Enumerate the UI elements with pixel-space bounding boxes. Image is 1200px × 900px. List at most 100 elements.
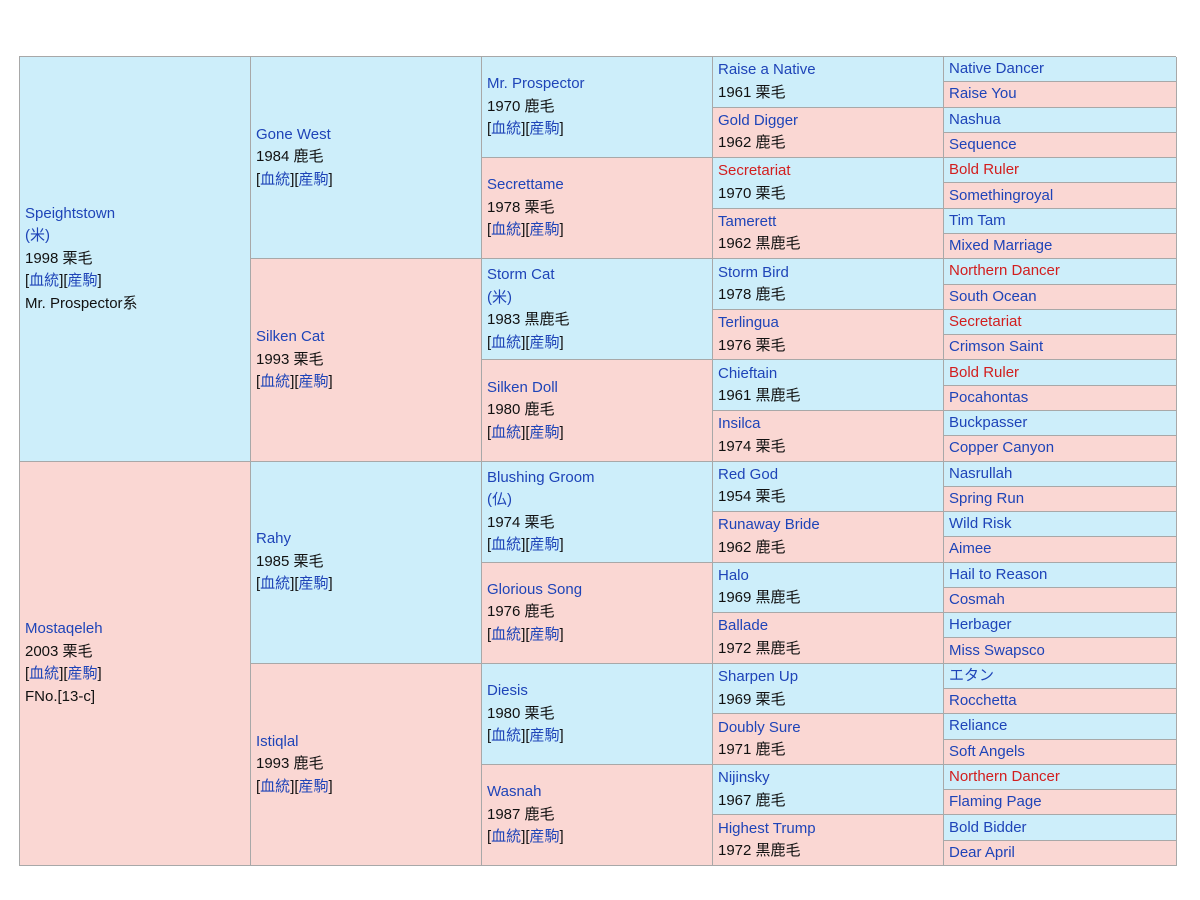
horse-name-link[interactable]: Insilca (718, 415, 761, 433)
gen5-cell: Northern Dancer (944, 764, 1177, 791)
pedigree-link[interactable]: 血統 (29, 272, 60, 289)
progeny-link[interactable]: 産駒 (298, 373, 329, 391)
horse-name-link[interactable]: Secretariat (949, 312, 1022, 330)
horse-name-link[interactable]: Flaming Page (949, 793, 1042, 811)
progeny-link[interactable]: 産駒 (529, 423, 560, 441)
pedigree-link[interactable]: 血統 (491, 423, 522, 441)
horse-name-link[interactable]: Glorious Song (487, 580, 583, 598)
pedigree-link[interactable]: 血統 (491, 625, 522, 643)
progeny-link[interactable]: 産駒 (529, 727, 560, 745)
horse-name-link[interactable]: Diesis (487, 682, 528, 700)
horse-name-link[interactable]: Gold Digger (718, 111, 799, 129)
horse-name-link[interactable]: Terlingua (718, 314, 779, 332)
horse-name-link[interactable]: Northern Dancer (949, 262, 1060, 280)
pedigree-link[interactable]: 血統 (491, 333, 522, 351)
horse-name-link[interactable]: Dear April (949, 843, 1015, 861)
country-link[interactable]: (米) (25, 227, 50, 244)
progeny-link[interactable]: 産駒 (298, 170, 329, 188)
horse-name-link[interactable]: Spring Run (949, 489, 1025, 507)
progeny-link[interactable]: 産駒 (67, 272, 98, 289)
horse-name-link[interactable]: Speightstown (25, 204, 116, 222)
horse-name-link[interactable]: Storm Cat (487, 266, 555, 284)
horse-name-link[interactable]: Pocahontas (949, 388, 1029, 406)
horse-name-link[interactable]: Nasrullah (949, 464, 1013, 482)
horse-name-link[interactable]: Somethingroyal (949, 186, 1054, 204)
pedigree-link[interactable]: 血統 (260, 777, 291, 795)
pedigree-link[interactable]: 血統 (29, 665, 60, 683)
horse-name-link[interactable]: Doubly Sure (718, 718, 801, 736)
horse-name-link[interactable]: Tim Tam (949, 211, 1006, 229)
horse-name-link[interactable]: Secrettame (487, 176, 564, 194)
horse-name-link[interactable]: Silken Cat (256, 328, 325, 346)
horse-name-link[interactable]: Rocchetta (949, 692, 1017, 710)
horse-name-link[interactable]: Rahy (256, 530, 292, 548)
horse-name-link[interactable]: Storm Bird (718, 263, 789, 281)
horse-name-link[interactable]: Tamerett (718, 212, 777, 230)
horse-name-link[interactable]: Copper Canyon (949, 439, 1055, 457)
horse-name-link[interactable]: Miss Swapsco (949, 641, 1045, 659)
horse-name-link[interactable]: Blushing Groom (487, 468, 595, 486)
progeny-link[interactable]: 産駒 (298, 575, 329, 593)
horse-name-link[interactable]: Sequence (949, 135, 1017, 153)
horse-name-link[interactable]: Crimson Saint (949, 338, 1044, 356)
horse-name-link[interactable]: Red God (718, 465, 779, 483)
horse-name-link[interactable]: Mostaqeleh (25, 620, 103, 638)
gen5-cell: Bold Ruler (944, 158, 1177, 184)
horse-name-link[interactable]: Highest Trump (718, 819, 816, 837)
pedigree-link[interactable]: 血統 (491, 120, 522, 138)
horse-name-link[interactable]: Istiqlal (256, 732, 299, 750)
horse-name-link[interactable]: Ballade (718, 617, 769, 635)
pedigree-link[interactable]: 血統 (260, 373, 291, 391)
gen5-cell: Spring Run (944, 486, 1177, 513)
horse-name-link[interactable]: Soft Angels (949, 742, 1025, 760)
country-link[interactable]: (米) (487, 288, 512, 306)
gen2-cell: Rahy 1985 栗毛 [血統][産駒] (251, 461, 482, 664)
horse-name-link[interactable]: Nijinsky (718, 769, 770, 787)
horse-name-link[interactable]: Halo (718, 566, 749, 584)
horse-name-link[interactable]: Bold Bidder (949, 818, 1027, 836)
pedigree-link[interactable]: 血統 (260, 170, 291, 188)
progeny-link[interactable]: 産駒 (67, 665, 98, 683)
country-link[interactable]: (仏) (487, 491, 512, 509)
horse-name-link[interactable]: Herbager (949, 616, 1012, 634)
gen4-cell: Nijinsky 1967 鹿毛 (713, 764, 944, 816)
progeny-link[interactable]: 産駒 (298, 777, 329, 795)
progeny-link[interactable]: 産駒 (529, 625, 560, 643)
horse-name-link[interactable]: Wild Risk (949, 515, 1012, 533)
horse-name-link[interactable]: Buckpasser (949, 414, 1028, 432)
horse-name-link[interactable]: Bold Ruler (949, 161, 1020, 179)
pedigree-link[interactable]: 血統 (491, 828, 522, 846)
horse-name-link[interactable]: Silken Doll (487, 378, 558, 396)
horse-name-link[interactable]: Reliance (949, 717, 1008, 735)
horse-name-link[interactable]: Nashua (949, 110, 1001, 128)
horse-name-link[interactable]: Mr. Prospector (487, 75, 585, 93)
horse-name-link[interactable]: Secretariat (718, 162, 791, 180)
horse-name-link[interactable]: Wasnah (487, 783, 542, 801)
horse-name-link[interactable]: Northern Dancer (949, 768, 1060, 786)
horse-name-link[interactable]: Chieftain (718, 364, 778, 382)
horse-name-link[interactable]: Cosmah (949, 591, 1005, 609)
gen5-cell: Buckpasser (944, 410, 1177, 437)
horse-name-link[interactable]: Raise You (949, 85, 1017, 103)
pedigree-link[interactable]: 血統 (491, 536, 522, 554)
horse-name-link[interactable]: Sharpen Up (718, 668, 799, 686)
progeny-link[interactable]: 産駒 (529, 536, 560, 554)
progeny-link[interactable]: 産駒 (529, 333, 560, 351)
horse-name-link[interactable]: Hail to Reason (949, 565, 1048, 583)
progeny-link[interactable]: 産駒 (529, 828, 560, 846)
horse-name-link[interactable]: Runaway Bride (718, 516, 820, 534)
horse-name-link[interactable]: Mixed Marriage (949, 237, 1053, 255)
birth-info: 1972 黒鹿毛 (718, 842, 801, 860)
horse-name-link[interactable]: Gone West (256, 125, 331, 143)
horse-name-link[interactable]: Aimee (949, 540, 992, 558)
horse-name-link[interactable]: South Ocean (949, 287, 1037, 305)
horse-name-link[interactable]: Bold Ruler (949, 363, 1020, 381)
pedigree-link[interactable]: 血統 (260, 575, 291, 593)
pedigree-link[interactable]: 血統 (491, 727, 522, 745)
progeny-link[interactable]: 産駒 (529, 120, 560, 138)
horse-name-link[interactable]: エタン (949, 666, 995, 684)
horse-name-link[interactable]: Native Dancer (949, 60, 1045, 78)
pedigree-link[interactable]: 血統 (491, 221, 522, 239)
progeny-link[interactable]: 産駒 (529, 221, 560, 239)
horse-name-link[interactable]: Raise a Native (718, 61, 816, 79)
